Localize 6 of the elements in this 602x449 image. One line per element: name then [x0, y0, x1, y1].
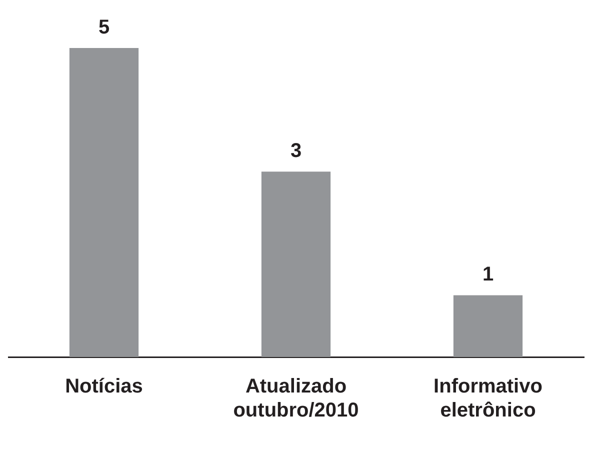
x-tick-label: Informativo eletrônico: [434, 376, 542, 422]
data-label: 5: [98, 16, 110, 39]
data-label: 3: [290, 140, 302, 162]
x-tick-label: Notícias: [65, 376, 143, 398]
x-tick-label: Atualizado outubro/2010: [233, 376, 359, 422]
data-label: 1: [482, 264, 494, 286]
